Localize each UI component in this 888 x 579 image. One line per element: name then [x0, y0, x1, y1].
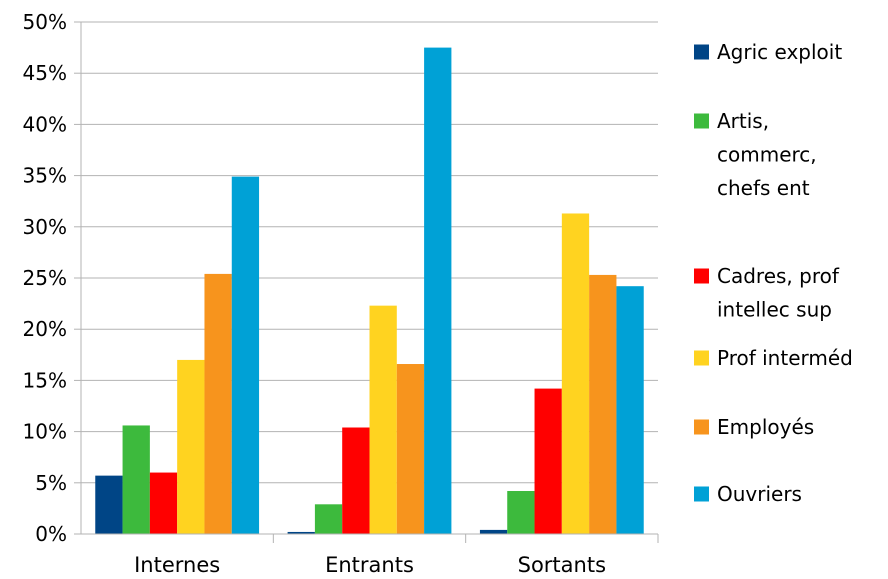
y-tick-labels: 0% 5% 10% 15% 20% 25% 30% 35% 40% 45% 50%: [23, 10, 67, 546]
legend-label: commerc,: [717, 143, 817, 167]
legend-label: Artis,: [717, 109, 769, 133]
y-tick-label: 5%: [35, 471, 67, 495]
bar: [342, 427, 370, 534]
x-tick-labels: Internes Entrants Sortants: [134, 553, 606, 577]
y-tick-label: 20%: [23, 317, 67, 341]
bar: [534, 388, 562, 534]
x-tick-label: Internes: [134, 553, 220, 577]
legend-item: Ouvriers: [694, 482, 802, 506]
bar: [177, 359, 205, 534]
legend-label: chefs ent: [717, 176, 810, 200]
legend-item: Agric exploit: [694, 40, 842, 64]
legend-label: Employés: [717, 415, 814, 439]
y-tick-label: 45%: [23, 61, 67, 85]
bar: [589, 274, 617, 534]
bar: [149, 472, 178, 534]
legend-label: intellec sup: [717, 298, 832, 322]
y-tick-label: 40%: [23, 112, 67, 136]
y-tick-label: 50%: [23, 10, 67, 34]
axes: [74, 21, 659, 543]
legend-label: Ouvriers: [717, 482, 802, 506]
y-tick-label: 10%: [23, 420, 67, 444]
y-tick-label: 15%: [23, 368, 67, 392]
bar: [231, 176, 260, 534]
legend-label: Agric exploit: [717, 40, 842, 64]
bar: [396, 364, 425, 534]
bar: [122, 425, 150, 534]
legend-swatch: [694, 350, 709, 366]
bar: [369, 305, 397, 534]
y-tick-label: 35%: [23, 164, 67, 188]
legend-label: Prof interméd: [717, 346, 853, 370]
x-tick-label: Sortants: [518, 553, 606, 577]
legend-item: Prof interméd: [694, 346, 853, 370]
bar: [616, 286, 644, 534]
legend-swatch: [694, 113, 709, 129]
y-tick-label: 0%: [35, 522, 67, 546]
bar: [314, 504, 343, 534]
legend-swatch: [694, 486, 709, 502]
bars: [95, 47, 644, 534]
legend-swatch: [694, 268, 709, 284]
bar: [507, 490, 535, 534]
bar: [424, 47, 452, 534]
bar: [561, 213, 590, 534]
legend-swatch: [694, 44, 709, 60]
y-tick-label: 25%: [23, 266, 67, 290]
bar: [204, 273, 232, 534]
legend-label: Cadres, prof: [717, 264, 840, 288]
legend-item: Artis, commerc, chefs ent: [694, 109, 817, 200]
bar: [479, 529, 508, 534]
bar: [287, 531, 315, 534]
x-tick-label: Entrants: [325, 553, 414, 577]
y-tick-label: 30%: [23, 215, 67, 239]
legend-swatch: [694, 419, 709, 435]
legend: Agric exploit Artis, commerc, chefs ent Cadr…: [694, 40, 853, 506]
legend-item: Employés: [694, 415, 814, 439]
bar: [95, 475, 123, 534]
legend-item: Cadres, prof intellec sup: [694, 264, 840, 322]
